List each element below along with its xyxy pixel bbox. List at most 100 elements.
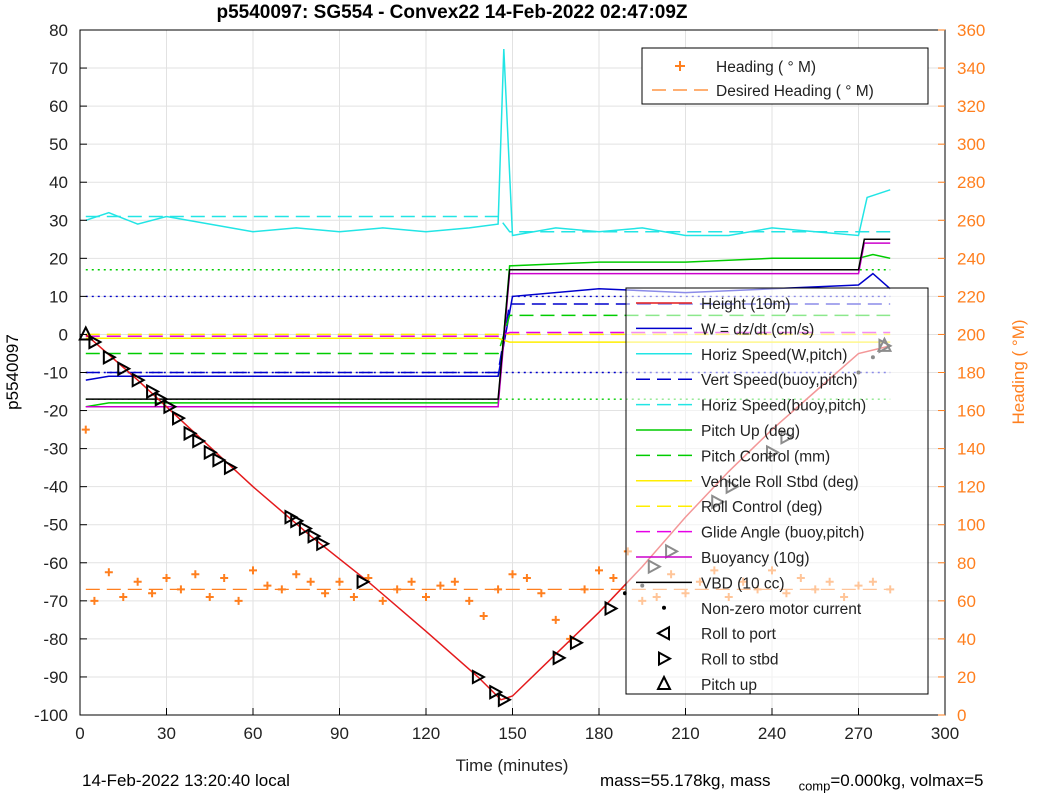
heading-point [220, 574, 229, 582]
roll-to-stbd-marker [172, 410, 187, 426]
x-tick-label: 120 [412, 724, 440, 743]
heading-point [378, 596, 387, 605]
y-right-tick-label: 240 [957, 249, 985, 268]
y-right-tick-label: 120 [957, 478, 985, 497]
y-right-tick-label: 80 [957, 554, 976, 573]
roll-to-stbd-marker [88, 334, 103, 350]
y-tick-label: -80 [43, 630, 68, 649]
y-tick-label: 10 [49, 287, 68, 306]
legend-main-label: Vert Speed(buoy,pitch) [701, 372, 858, 389]
y-right-tick-label: 220 [957, 287, 985, 306]
legend-main-label: VBD (10 cc) [701, 575, 785, 592]
series-line-horiz-buoy [85, 215, 891, 233]
series-line-vbd [85, 238, 891, 400]
x-tick-label: 180 [585, 724, 613, 743]
heading-point [335, 577, 344, 586]
y-tick-label: -90 [43, 668, 68, 687]
x-tick-label: 240 [758, 724, 786, 743]
x-tick-label: 150 [498, 724, 526, 743]
y-tick-label: -60 [43, 554, 68, 573]
series-line-w [85, 272, 891, 381]
y-right-tick-label: 300 [957, 135, 985, 154]
roll-to-stbd-marker [163, 399, 178, 415]
legend-top-box [641, 47, 929, 105]
roll-to-stbd-marker [316, 536, 331, 552]
y-tick-label: 0 [59, 325, 68, 344]
y-tick-label: -40 [43, 478, 68, 497]
roll-to-stbd-marker [192, 433, 207, 449]
y-right-tick-label: 40 [957, 630, 976, 649]
heading-point [162, 574, 171, 582]
pitch-up-marker [78, 325, 94, 341]
legend-main-box [625, 287, 929, 695]
legend-heading-symbol [675, 61, 685, 71]
local-time-text: 14-Feb-2022 13:20:40 local [82, 771, 290, 790]
x-tick-label: 0 [75, 724, 84, 743]
y-axis-right-label: Heading ( °M) [1009, 319, 1028, 424]
roll-to-stbd-marker [146, 383, 161, 400]
heading-point [119, 593, 128, 602]
heading-point [465, 596, 474, 605]
roll-to-stbd-marker [290, 513, 305, 529]
y-right-tick-label: 140 [957, 440, 985, 459]
comp-label: =0.000kg, volmax=5 [830, 771, 984, 790]
series-line-horiz-w [85, 48, 891, 237]
y-tick-label: -70 [43, 592, 68, 611]
roll-to-stbd-marker [203, 444, 218, 461]
y-tick-label: -10 [43, 364, 68, 383]
y-right-tick-label: 260 [957, 211, 985, 230]
legend-main-label: W = dz/dt (cm/s) [701, 321, 814, 338]
heading-point [321, 589, 330, 598]
roll-to-stbd-marker [604, 600, 619, 617]
x-axis-label: Time (minutes) [456, 756, 569, 775]
legend-pitch-up-symbol [656, 674, 672, 690]
heading-point [104, 568, 113, 577]
y-tick-label: 40 [49, 173, 68, 192]
x-tick-label: 60 [244, 724, 263, 743]
legend-main-label: Pitch up [701, 677, 757, 694]
heading-point [81, 425, 90, 434]
y-right-tick-label: 280 [957, 173, 985, 192]
legend-main-label: Height (10m) [701, 296, 791, 313]
y-right-tick-label: 160 [957, 402, 985, 421]
legend-main: Height (10m) W = dz/dt (cm/s) Horiz Speed(… [625, 287, 929, 695]
roll-to-stbd-marker [471, 669, 486, 685]
x-tick-label: 30 [157, 724, 176, 743]
y-axis-label: p5540097 [3, 334, 22, 410]
roll-to-stbd-marker [489, 684, 504, 700]
legend-main-label: Roll Control (deg) [701, 499, 822, 516]
heading-point [292, 570, 301, 579]
x-tick-label: 90 [330, 724, 349, 743]
legend-roll-stbd-symbol [658, 650, 673, 667]
y-tick-label: -30 [43, 440, 68, 459]
heading-point [148, 589, 157, 598]
legend-dot-symbol [662, 605, 666, 610]
legend-main-label: Vehicle Roll Stbd (deg) [701, 474, 859, 491]
roll-to-stbd-marker [223, 459, 239, 476]
series-line-buoyancy [85, 242, 891, 408]
heading-point [450, 577, 459, 586]
chart-title: p5540097: SG554 - Convex22 14-Feb-2022 0… [216, 2, 687, 23]
heading-point [393, 585, 402, 594]
heading-point [263, 581, 272, 590]
y-right-tick-label: 0 [957, 706, 966, 725]
heading-point [306, 577, 315, 586]
heading-point [595, 566, 603, 575]
heading-point [609, 574, 618, 582]
y-right-tick-label: 340 [957, 59, 985, 78]
mass-label: mass=55.178kg, mass [600, 771, 771, 790]
heading-point [249, 566, 257, 575]
y-tick-label: 70 [49, 59, 68, 78]
y-tick-label: 60 [49, 97, 68, 116]
heading-point [349, 593, 358, 602]
roll-to-stbd-marker [307, 528, 322, 544]
legend-main-label: Roll to stbd [701, 652, 779, 669]
roll-to-stbd-marker [154, 391, 169, 407]
legend-top-label: Desired Heading ( ° M) [716, 83, 874, 100]
y-right-tick-label: 20 [957, 668, 976, 687]
y-tick-label: 30 [49, 211, 68, 230]
roll-to-stbd-marker [552, 650, 567, 666]
heading-point [522, 574, 531, 582]
heading-point [191, 570, 200, 579]
roll-to-stbd-marker [131, 372, 146, 388]
